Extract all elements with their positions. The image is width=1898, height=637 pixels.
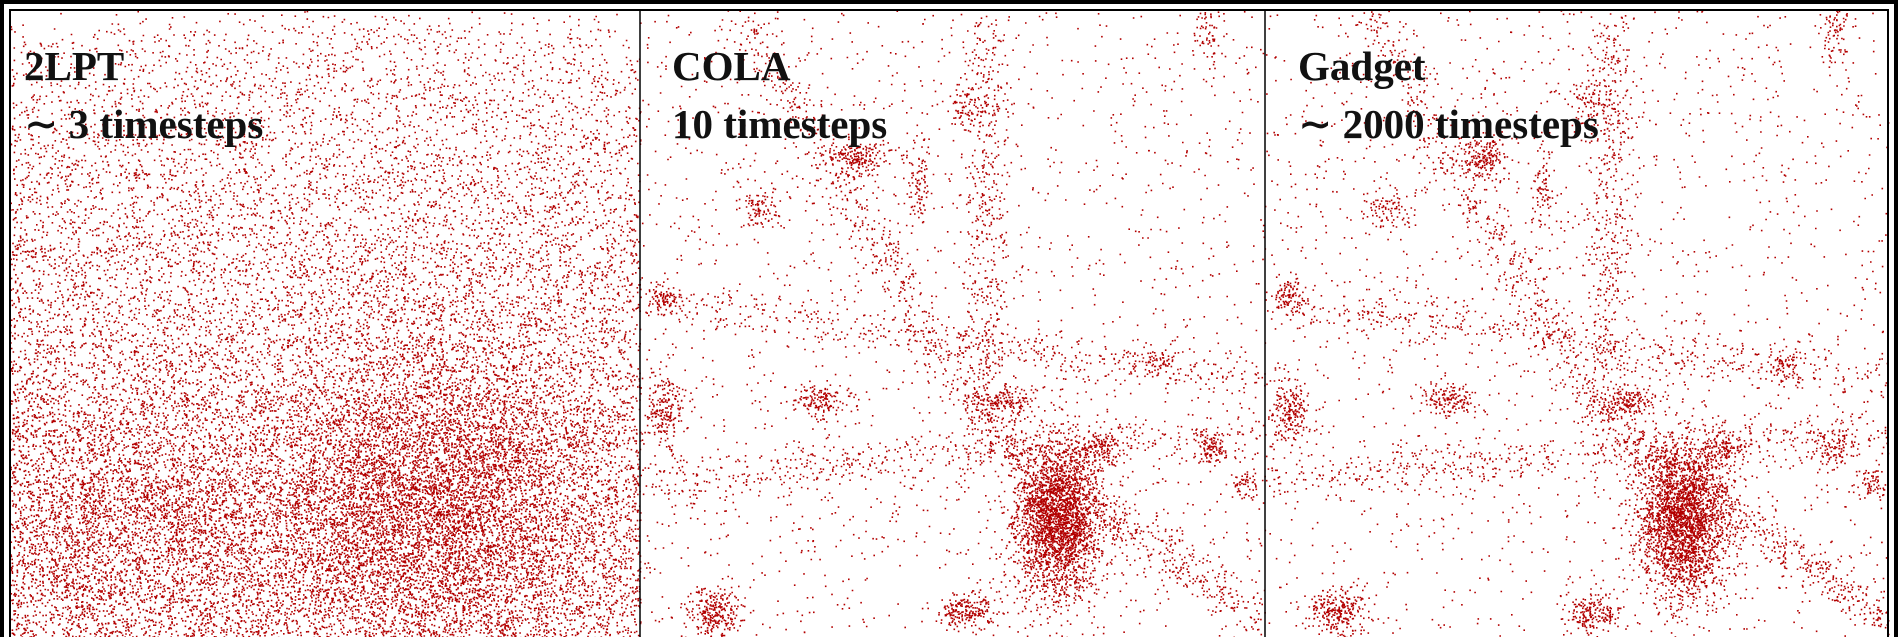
panel-subtitle: ∼ 3 timesteps bbox=[24, 101, 263, 147]
panel-title: Gadget bbox=[1298, 43, 1426, 89]
panel-subtitle: 10 timesteps bbox=[672, 101, 887, 147]
panel-title: COLA bbox=[672, 43, 791, 89]
panel-subtitle: ∼ 2000 timesteps bbox=[1298, 101, 1599, 147]
figure: 2LPT ∼ 3 timesteps COLA 10 timesteps Gad… bbox=[0, 0, 1898, 637]
panel-title: 2LPT bbox=[24, 43, 124, 89]
